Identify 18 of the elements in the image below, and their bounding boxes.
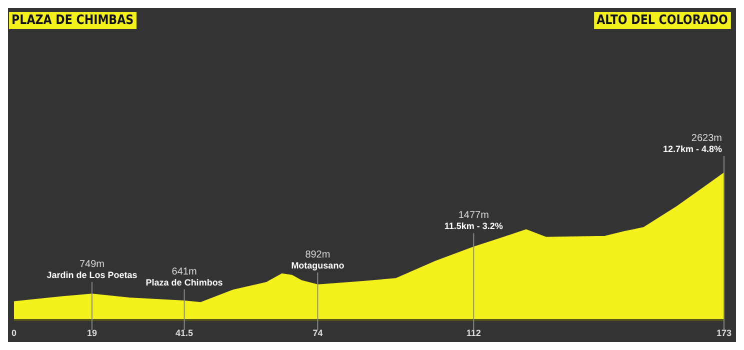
chart-title: PLAZA DE CHIMBAS (9, 12, 136, 29)
x-tick-label: 0 (11, 328, 17, 338)
ref-line-label: Motagusano (291, 260, 345, 270)
x-tick-label: 74 (312, 328, 323, 338)
annotation: 892m (305, 249, 330, 260)
chart-subtitle: ALTO DEL COLORADO (594, 12, 730, 29)
annotation: 1477m (458, 210, 489, 222)
x-tick-label: 19 (86, 328, 97, 338)
ref-line-label: Plaza de Chimbos (146, 277, 223, 288)
x-tick-label: 112 (466, 328, 481, 338)
x-tick-label: 41.5 (176, 328, 194, 338)
ref-line-label: Jardin de Los Poetas (46, 270, 138, 280)
annotation: 641m (172, 266, 197, 278)
annotation: 2623m (691, 133, 722, 144)
ref-line-label: 11.5km - 3.2% (444, 221, 503, 232)
ref-line-label: 12.7km - 4.8% (662, 144, 722, 154)
annotation: 749m (79, 259, 104, 270)
x-tick-label: 173 (716, 328, 732, 338)
